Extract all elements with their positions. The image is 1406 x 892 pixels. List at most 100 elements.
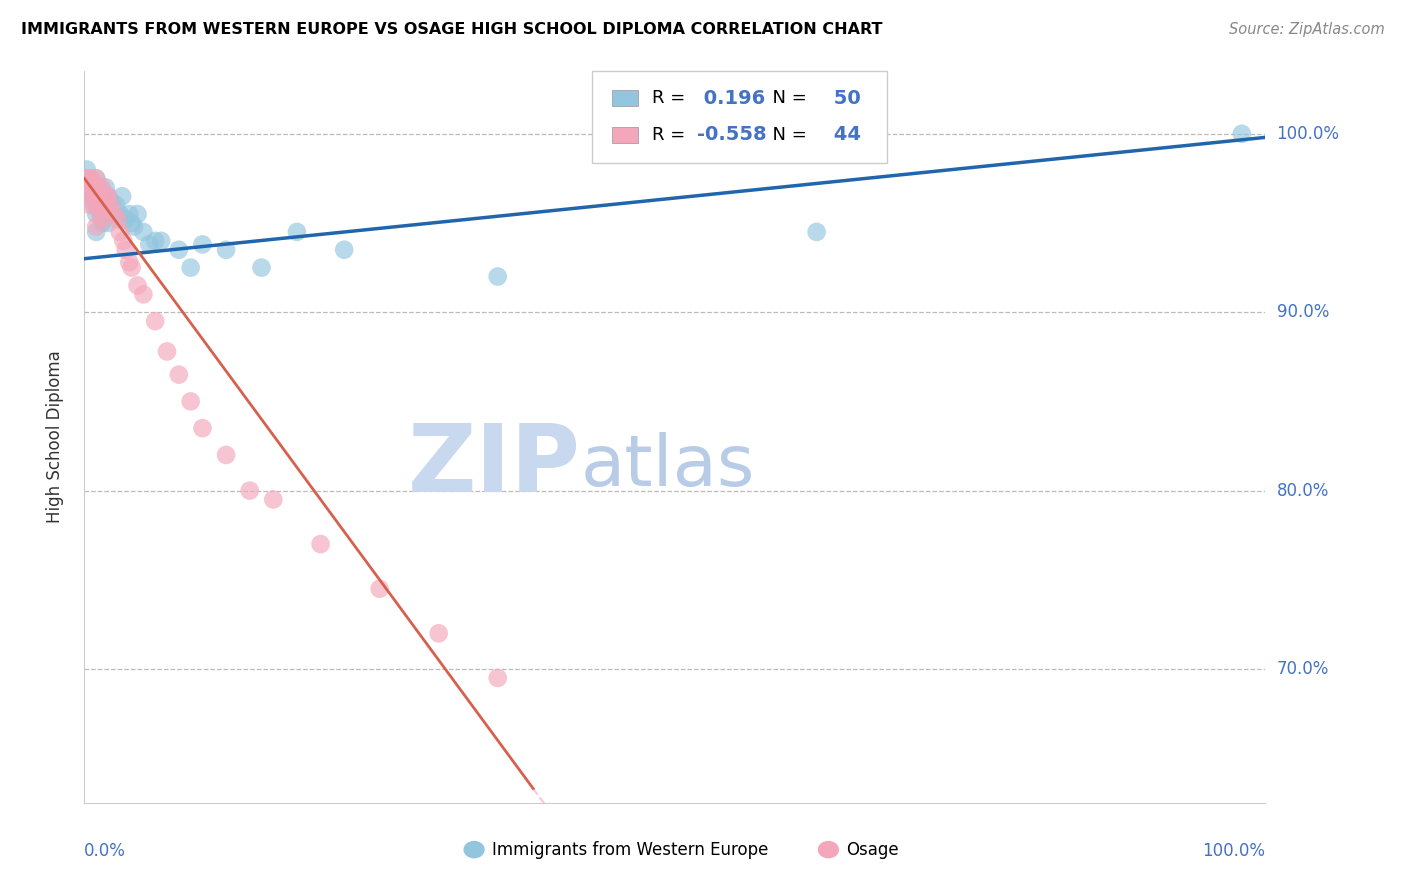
Point	[91, 189, 114, 203]
Point	[91, 180, 114, 194]
Point	[112, 234, 135, 248]
Point	[215, 448, 238, 462]
Point	[239, 483, 262, 498]
Point	[79, 189, 101, 203]
Point	[84, 189, 107, 203]
Text: 90.0%: 90.0%	[1277, 303, 1329, 321]
Point	[180, 394, 202, 409]
Point	[118, 207, 141, 221]
Point	[118, 255, 141, 269]
Point	[91, 216, 114, 230]
Point	[76, 162, 98, 177]
Point	[98, 207, 121, 221]
Text: 80.0%: 80.0%	[1277, 482, 1329, 500]
Text: Source: ZipAtlas.com: Source: ZipAtlas.com	[1229, 22, 1385, 37]
Point	[98, 198, 121, 212]
Point	[368, 582, 391, 596]
Point	[309, 537, 332, 551]
Point	[84, 225, 107, 239]
Point	[103, 207, 125, 221]
Text: 0.196: 0.196	[697, 89, 766, 108]
Point	[91, 212, 114, 227]
Text: 44: 44	[827, 126, 862, 145]
Point	[91, 194, 114, 209]
Point	[105, 198, 128, 212]
Text: R =: R =	[652, 89, 692, 107]
Point	[97, 189, 120, 203]
Point	[87, 180, 110, 194]
Text: atlas: atlas	[581, 432, 755, 500]
Point	[84, 171, 107, 186]
Point	[285, 225, 308, 239]
Point	[114, 212, 136, 227]
FancyBboxPatch shape	[612, 90, 638, 106]
Point	[121, 216, 143, 230]
Point	[94, 189, 117, 203]
Point	[77, 171, 100, 186]
Point	[156, 344, 179, 359]
Text: N =: N =	[761, 126, 807, 144]
Point	[103, 207, 125, 221]
Point	[191, 421, 214, 435]
Point	[167, 243, 190, 257]
Point	[138, 237, 160, 252]
Point	[122, 219, 145, 234]
Point	[98, 198, 121, 212]
Point	[97, 189, 120, 203]
Text: ZIP: ZIP	[408, 420, 581, 512]
Point	[150, 234, 173, 248]
Point	[486, 671, 509, 685]
Text: N =: N =	[761, 89, 807, 107]
Text: Immigrants from Western Europe: Immigrants from Western Europe	[492, 840, 768, 859]
Text: 100.0%: 100.0%	[1202, 842, 1265, 860]
Point	[83, 180, 105, 194]
Point	[89, 198, 111, 212]
Point	[80, 177, 103, 191]
Point	[127, 278, 149, 293]
Ellipse shape	[464, 841, 485, 858]
Point	[215, 243, 238, 257]
Point	[82, 184, 104, 198]
Point	[89, 189, 111, 203]
Point	[127, 207, 149, 221]
Point	[486, 269, 509, 284]
Point	[76, 171, 98, 186]
Point	[111, 189, 134, 203]
Text: R =: R =	[652, 126, 692, 144]
Point	[333, 243, 356, 257]
Point	[191, 237, 214, 252]
Point	[114, 243, 136, 257]
Point	[93, 202, 115, 216]
Point	[84, 194, 107, 209]
Point	[83, 180, 105, 194]
Point	[90, 207, 112, 221]
Point	[108, 207, 131, 221]
Point	[132, 225, 155, 239]
Point	[77, 171, 100, 186]
Point	[91, 184, 114, 198]
Point	[1230, 127, 1253, 141]
Point	[180, 260, 202, 275]
Point	[79, 171, 101, 186]
Point	[143, 234, 166, 248]
Ellipse shape	[818, 841, 839, 858]
Point	[100, 194, 122, 209]
Point	[108, 225, 131, 239]
Point	[262, 492, 284, 507]
Point	[79, 171, 101, 186]
Point	[94, 180, 117, 194]
Point	[806, 225, 828, 239]
Point	[90, 207, 112, 221]
Point	[80, 189, 103, 203]
Point	[84, 207, 107, 221]
FancyBboxPatch shape	[612, 127, 638, 143]
Point	[84, 171, 107, 186]
Text: 70.0%: 70.0%	[1277, 660, 1329, 678]
Point	[143, 314, 166, 328]
Point	[93, 194, 115, 209]
Point	[83, 198, 105, 212]
Text: Osage: Osage	[846, 840, 898, 859]
Y-axis label: High School Diploma: High School Diploma	[45, 351, 63, 524]
Point	[84, 219, 107, 234]
Point	[107, 212, 129, 227]
